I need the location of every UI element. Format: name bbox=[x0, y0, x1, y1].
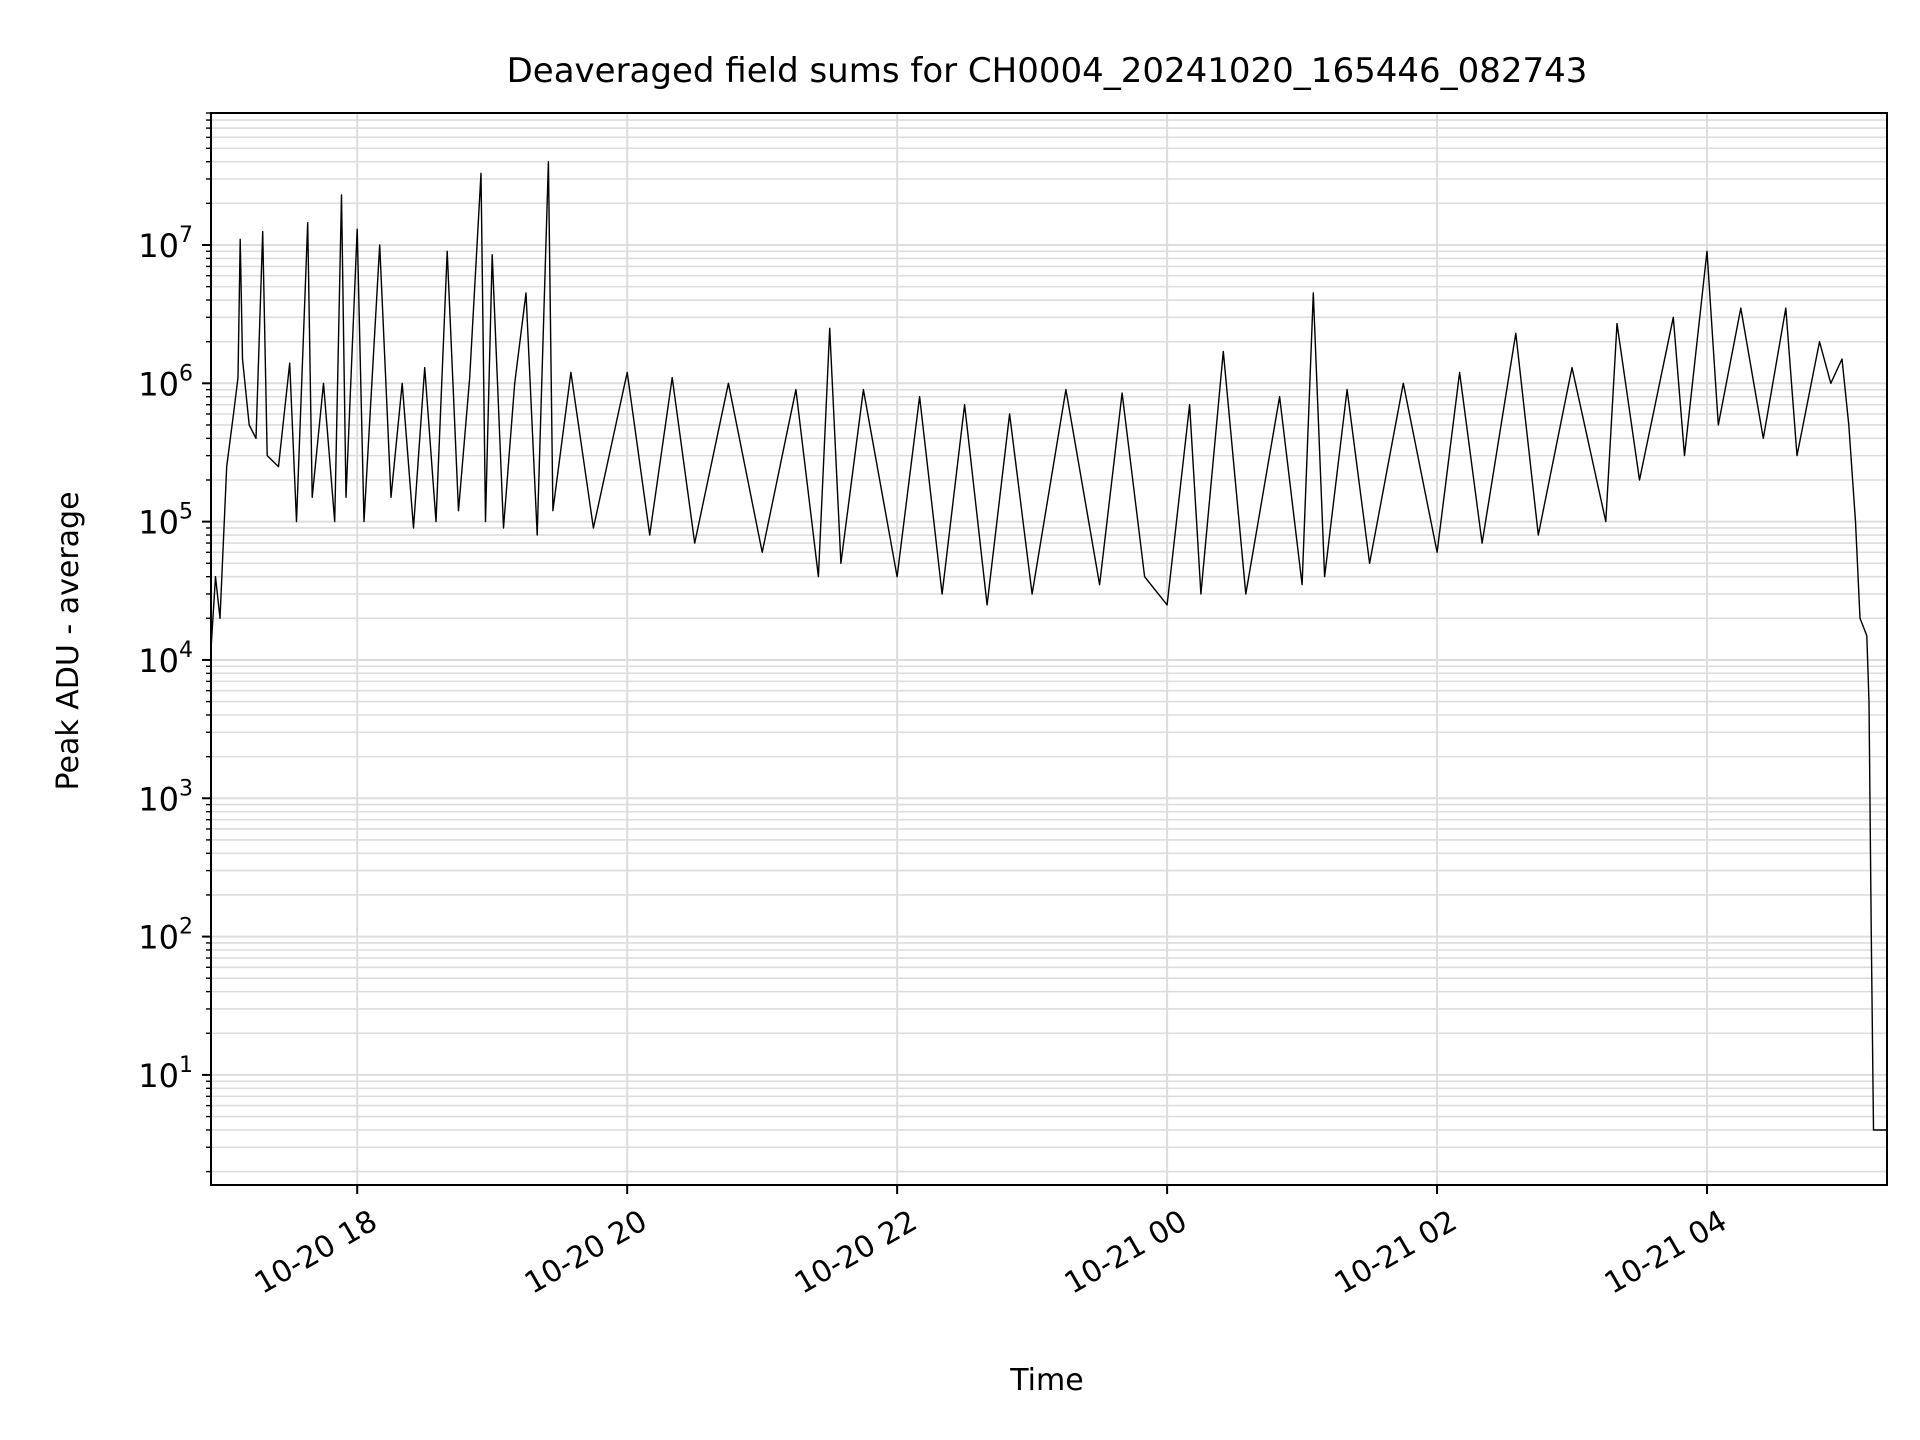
y-tick-label: 106 bbox=[138, 361, 193, 403]
series-layer bbox=[210, 160, 1887, 1131]
y-axis-label: Peak ADU - average bbox=[51, 491, 86, 790]
series-line bbox=[210, 160, 1887, 1131]
x-axis-label: Time bbox=[1009, 1363, 1083, 1398]
y-tick-label: 103 bbox=[138, 776, 193, 818]
y-tick-label: 104 bbox=[138, 638, 193, 680]
y-tick-label: 102 bbox=[138, 915, 193, 957]
y-tick-label: 107 bbox=[138, 223, 193, 265]
plot-frame bbox=[210, 112, 1888, 1186]
grid-lines bbox=[211, 112, 1887, 1185]
chart-title: Deaveraged field sums for CH0004_2024102… bbox=[507, 51, 1588, 91]
y-tick-label: 101 bbox=[138, 1053, 193, 1095]
y-tick-label: 105 bbox=[138, 500, 193, 542]
